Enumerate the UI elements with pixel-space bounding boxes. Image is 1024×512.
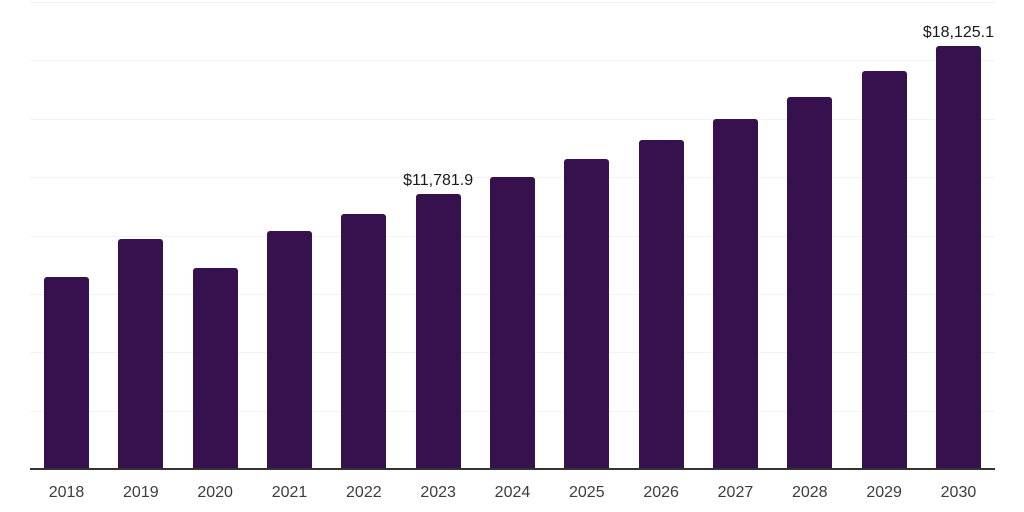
x-tick-label-2027: 2027 xyxy=(717,484,754,501)
x-axis-line xyxy=(30,468,995,470)
x-tick-label-2028: 2028 xyxy=(791,484,828,501)
x-axis-labels: 2018 2019 2020 2021 2022 2023 2024 2025 2026 2027… xyxy=(30,484,995,502)
bar-2030[interactable]: $18,125.1 xyxy=(923,24,994,469)
plot-area: $11,781.9 $18,125.1 xyxy=(30,2,995,470)
bar-2019[interactable] xyxy=(118,238,164,469)
bar-2029[interactable] xyxy=(861,70,907,469)
gridline xyxy=(30,60,995,62)
x-tick-label-2023: 2023 xyxy=(420,484,456,501)
x-tick-label-2024: 2024 xyxy=(494,484,531,501)
bars-group: $11,781.9 $18,125.1 xyxy=(30,2,995,469)
bar-2028[interactable] xyxy=(787,96,833,469)
x-tick-label-2020: 2020 xyxy=(197,484,233,501)
gridline xyxy=(30,118,995,120)
bar-2025[interactable] xyxy=(564,158,610,469)
bar-2026[interactable] xyxy=(638,139,684,469)
bar-value-label-2030: $18,125.1 xyxy=(922,23,995,41)
x-tick-label-2030: 2030 xyxy=(940,484,977,501)
bar-2022[interactable] xyxy=(341,213,387,469)
bar-2020[interactable] xyxy=(192,268,238,469)
x-tick-label-2018: 2018 xyxy=(48,484,85,501)
gridline xyxy=(30,2,995,3)
x-tick-label-2019: 2019 xyxy=(123,484,159,501)
bar-2024[interactable] xyxy=(489,176,535,469)
x-tick-label-2021: 2021 xyxy=(271,484,308,501)
x-tick-label-2026: 2026 xyxy=(643,484,679,501)
bar-2027[interactable] xyxy=(712,118,758,469)
bar-2021[interactable] xyxy=(266,230,312,469)
bar-value-label-2023: $11,781.9 xyxy=(403,171,474,189)
x-tick-label-2029: 2029 xyxy=(866,484,902,501)
bar-2018[interactable] xyxy=(44,276,89,469)
x-tick-label-2025: 2025 xyxy=(569,484,605,501)
bar-2023[interactable]: $11,781.9 xyxy=(403,172,473,469)
x-tick-label-2022: 2022 xyxy=(346,484,382,501)
